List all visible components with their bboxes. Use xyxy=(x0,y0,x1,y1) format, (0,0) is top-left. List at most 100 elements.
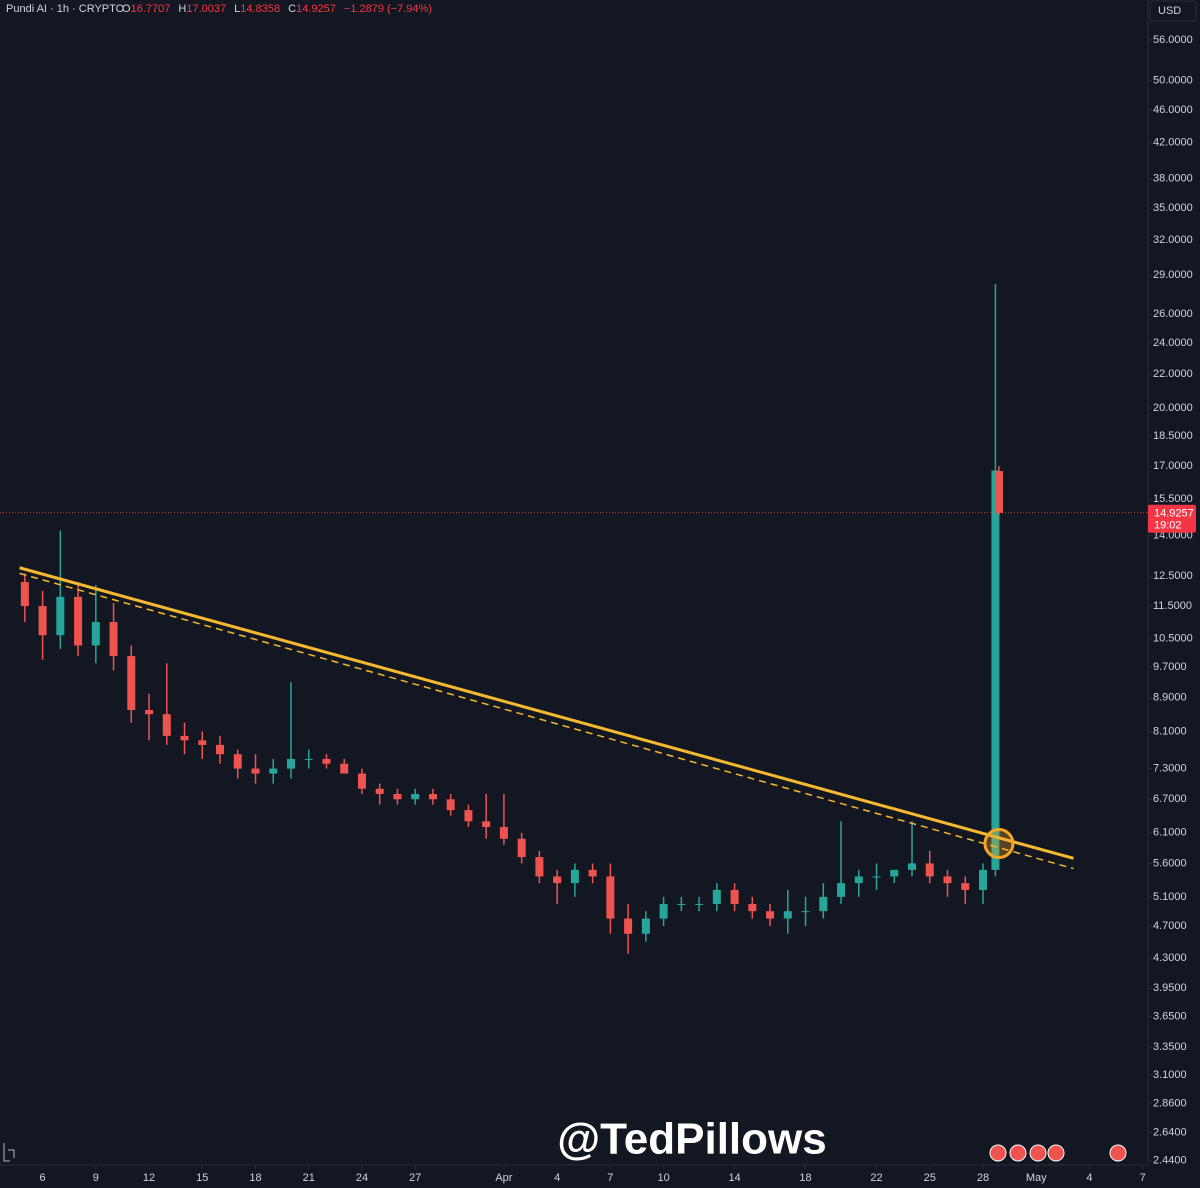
y-tick-label: 42.0000 xyxy=(1153,137,1193,149)
plot xyxy=(0,283,1148,954)
y-tick-label: 35.0000 xyxy=(1153,202,1193,214)
candle-body xyxy=(677,903,686,905)
event-icon[interactable] xyxy=(1109,1144,1127,1162)
candle-body xyxy=(872,876,881,878)
ohlc-value: 14.8358 xyxy=(240,3,280,15)
x-tick-label: 6 xyxy=(40,1172,46,1184)
x-tick-label: 15 xyxy=(196,1172,208,1184)
candle-body xyxy=(837,883,846,897)
candle-body xyxy=(357,773,366,789)
event-icon[interactable] xyxy=(989,1144,1007,1162)
candle-body xyxy=(91,621,100,646)
x-tick-label: 25 xyxy=(924,1172,936,1184)
candle-body xyxy=(961,883,970,890)
event-icon[interactable] xyxy=(1029,1144,1047,1162)
candle-body xyxy=(251,768,260,774)
y-tick-label: 2.8600 xyxy=(1153,1098,1187,1110)
x-tick-label: 18 xyxy=(799,1172,811,1184)
candle-body xyxy=(180,735,189,741)
x-tick-label: 9 xyxy=(93,1172,99,1184)
breakout-circle xyxy=(983,828,1015,860)
x-tick-label: 24 xyxy=(356,1172,368,1184)
candle-body xyxy=(624,918,633,934)
y-tick-label: 6.7000 xyxy=(1153,793,1187,805)
ohlc-key: O xyxy=(122,3,131,15)
y-tick-label: 3.6500 xyxy=(1153,1010,1187,1022)
y-tick-label: 8.9000 xyxy=(1153,692,1187,704)
event-icon[interactable] xyxy=(1047,1144,1065,1162)
candle-body xyxy=(588,869,597,877)
y-tick-label: 29.0000 xyxy=(1153,269,1193,281)
y-tick-label: 18.5000 xyxy=(1153,430,1193,442)
y-tick-label: 5.6000 xyxy=(1153,857,1187,869)
currency: USD xyxy=(1158,5,1181,17)
candle-body xyxy=(74,596,83,646)
x-tick-label: 7 xyxy=(1140,1172,1146,1184)
candle-body xyxy=(553,876,562,884)
candle-body xyxy=(127,656,136,710)
candle-body xyxy=(766,911,775,919)
candle-body xyxy=(641,918,650,934)
y-tick-label: 22.0000 xyxy=(1153,368,1193,380)
ohlc-value: 16.7707 xyxy=(131,3,171,15)
x-tick-label: 21 xyxy=(303,1172,315,1184)
candle-body xyxy=(570,869,579,884)
candle-body xyxy=(854,876,863,884)
y-tick-label: 2.6400 xyxy=(1153,1126,1187,1138)
last-price-label: 14.9257 xyxy=(1154,508,1194,520)
y-tick-label: 3.9500 xyxy=(1153,982,1187,994)
x-tick-label: 14 xyxy=(728,1172,740,1184)
y-tick-label: 12.5000 xyxy=(1153,570,1193,582)
ohlc-value: 17.0037 xyxy=(186,3,226,15)
candle-body xyxy=(286,758,295,769)
candle-body xyxy=(819,896,828,912)
currency-box[interactable] xyxy=(1149,0,1197,22)
y-tick-label: 26.0000 xyxy=(1153,308,1193,320)
y-tick-label: 8.1000 xyxy=(1153,725,1187,737)
countdown: 19:02 xyxy=(1154,520,1182,532)
ohlc: O16.7707 H17.0037 L14.8358 C14.9257 −1.2… xyxy=(122,3,432,15)
candle-body xyxy=(517,838,526,858)
watermark: @TedPillows xyxy=(557,1115,826,1164)
candle-body xyxy=(38,606,47,636)
trendline xyxy=(19,566,1074,860)
ohlc-value: 14.9257 xyxy=(296,3,336,15)
x-tick-label: 10 xyxy=(657,1172,669,1184)
candle-body xyxy=(464,810,473,822)
candle-body xyxy=(943,876,952,884)
y-tick-label: 10.5000 xyxy=(1153,632,1193,644)
x-tick-label: 7 xyxy=(607,1172,613,1184)
x-tick-label: Apr xyxy=(495,1172,512,1184)
y-tick-label: 17.0000 xyxy=(1153,460,1193,472)
x-tick-label: 4 xyxy=(554,1172,560,1184)
candle-body xyxy=(216,744,225,755)
candle-body xyxy=(162,714,171,736)
y-tick-label: 2.4400 xyxy=(1153,1154,1187,1166)
candle-body xyxy=(269,768,278,774)
candle-body xyxy=(991,470,1000,870)
candle-body xyxy=(20,581,29,607)
candle-body xyxy=(730,889,739,904)
last-price-tag xyxy=(1148,504,1196,533)
candle-body xyxy=(482,821,491,828)
header: Pundi AI · 1h · CRYPTO O16.7707 H17.0037… xyxy=(6,3,432,15)
y-tick-label: 7.3000 xyxy=(1153,763,1187,775)
candle-body xyxy=(606,876,615,919)
y-tick-label: 3.1000 xyxy=(1153,1069,1187,1081)
change: −1.2879 (−7.94%) xyxy=(344,3,432,15)
y-tick-label: 15.5000 xyxy=(1153,493,1193,505)
y-tick-label: 6.1000 xyxy=(1153,827,1187,839)
candle-body xyxy=(925,863,934,877)
candle-body xyxy=(411,793,420,800)
symbol-title: Pundi AI · 1h · CRYPTO xyxy=(6,3,125,15)
candle-body xyxy=(890,869,899,877)
y-tick-label: 5.1000 xyxy=(1153,891,1187,903)
ohlc-key: C xyxy=(288,3,296,15)
event-icon[interactable] xyxy=(1009,1144,1027,1162)
y-tick-label: 4.7000 xyxy=(1153,920,1187,932)
candle-body xyxy=(783,911,792,919)
candle-body xyxy=(499,827,508,839)
candle-body xyxy=(198,740,207,745)
